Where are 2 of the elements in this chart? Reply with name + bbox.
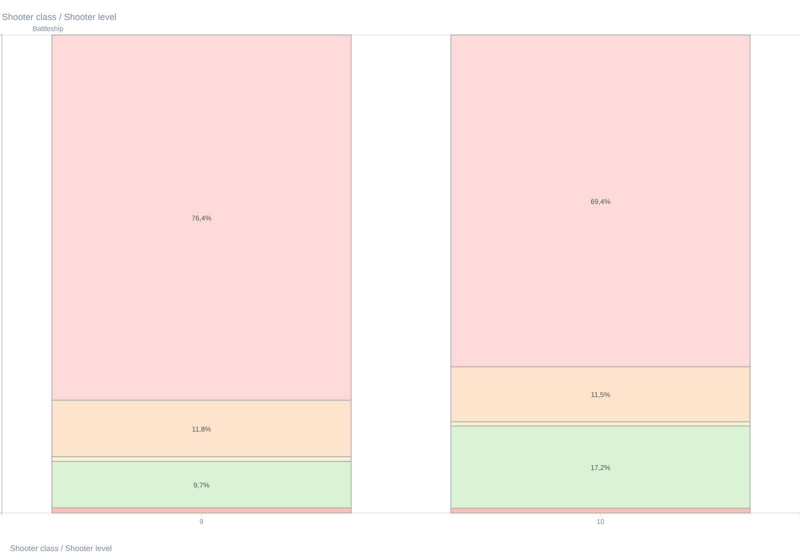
- x-axis-title: Shooter class / Shooter level: [10, 544, 112, 553]
- chart-title: Shooter class / Shooter level: [2, 12, 117, 22]
